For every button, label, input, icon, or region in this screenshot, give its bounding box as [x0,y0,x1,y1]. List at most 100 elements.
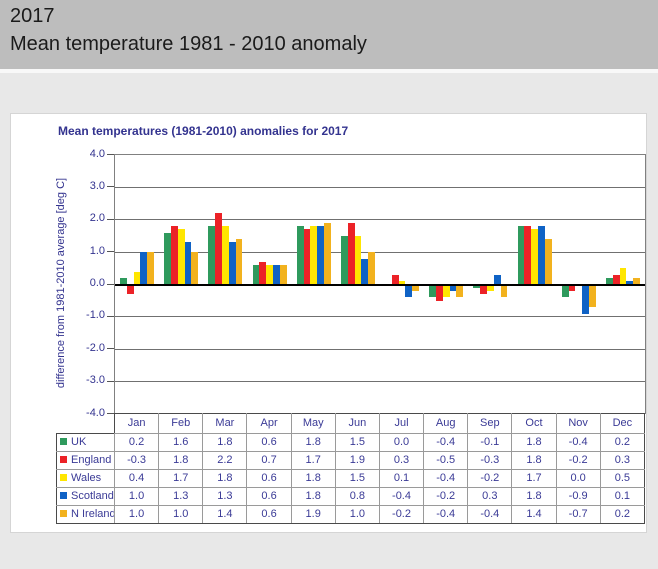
y-tick-label-3.0: 3.0 [89,179,105,192]
value-uk-aug: -0.4 [423,433,469,452]
month-header-aug: Aug [423,413,469,434]
value-n-ireland-aug: -0.4 [423,505,469,524]
value-wales-jan: 0.4 [113,469,160,488]
bar-uk-jun [340,235,348,285]
value-wales-jun: 1.5 [334,469,380,488]
bar-wales-jan [133,271,141,285]
legend-swatch-scotland [60,491,67,499]
value-wales-apr: 0.6 [246,469,292,488]
y-tick-mark--4.0 [107,413,114,414]
bar-england-jan [126,284,134,295]
value-wales-nov: 0.0 [555,469,601,488]
bar-scotland-nov [582,284,589,314]
gridline--3.0 [115,381,645,383]
value-uk-sep: -0.1 [467,433,513,452]
month-header-jul: Jul [378,413,425,434]
bar-england-oct [524,226,532,285]
value-scotland-oct: 1.8 [511,487,557,506]
gridline-2.0 [115,219,645,221]
value-scotland-jun: 0.8 [334,487,380,506]
legend-label-wales: Wales [56,469,115,488]
table-row-england: England -0.3 1.8 2.2 0.7 1.7 1.9 0.3 -0.5 -0.3 1.8… [56,451,646,470]
bar-wales-oct [531,229,538,285]
bar-scotland-jul [405,284,413,298]
y-tick-mark-2.0 [107,218,114,220]
legend-swatch-england [60,455,67,463]
bar-wales-dec [619,268,627,285]
y-tick-label-2.0: 2.0 [89,212,105,225]
bar-scotland-mar [228,242,236,285]
bar-scotland-oct [537,226,545,285]
value-wales-aug: -0.4 [423,469,469,488]
bar-scotland-dec [626,281,634,285]
value-n-ireland-feb: 1.0 [158,505,204,524]
bar-england-jul [391,274,399,285]
gridline--2.0 [115,348,645,350]
bar-scotland-may [317,226,324,285]
value-england-jan: -0.3 [113,451,160,470]
bar-wales-apr [266,265,273,285]
bar-wales-mar [222,226,229,285]
gridline-3.0 [115,186,645,188]
bar-n-ireland-mar [235,239,243,285]
month-header-apr: Apr [246,413,292,434]
month-header-dec: Dec [599,413,646,434]
value-wales-jul: 0.1 [378,469,425,488]
value-england-jun: 1.9 [334,451,380,470]
table-row-scotland: Scotland 1.0 1.3 1.3 0.6 1.8 0.8 -0.4 -0.2 0.3 1.8… [56,487,646,506]
bar-england-apr [259,261,267,285]
value-england-aug: -0.5 [423,451,469,470]
bar-scotland-jan [140,252,148,285]
table-row-n-ireland: N Ireland 1.0 1.0 1.4 0.6 1.9 1.0 -0.2 -0.4 -0.4 1… [56,505,646,524]
value-england-dec: 0.3 [599,451,646,470]
gridline--1.0 [115,316,645,318]
bar-england-jun [347,222,355,285]
month-header-mar: Mar [202,413,248,434]
value-scotland-feb: 1.3 [158,487,204,506]
value-n-ireland-mar: 1.4 [202,505,248,524]
bar-uk-feb [164,232,172,285]
bar-n-ireland-jul [412,284,420,291]
bar-wales-aug [442,284,450,298]
y-tick-mark-0.0 [107,283,114,285]
value-wales-dec: 0.5 [599,469,646,488]
zero-axis-line [115,283,645,286]
value-england-apr: 0.7 [246,451,292,470]
bar-england-aug [436,284,443,301]
value-england-may: 1.7 [290,451,336,470]
bar-n-ireland-sep [500,284,508,298]
bar-england-may [303,229,311,285]
value-england-oct: 1.8 [511,451,557,470]
value-n-ireland-jul: -0.2 [378,505,425,524]
page-header-band: 2017 Mean temperature 1981 - 2010 anomal… [0,0,658,73]
value-n-ireland-apr: 0.6 [246,505,292,524]
value-uk-jul: 0.0 [378,433,425,452]
value-uk-jan: 0.2 [113,433,160,452]
page-subtitle: Mean temperature 1981 - 2010 anomaly [10,33,367,55]
bar-wales-may [310,226,318,285]
y-tick-mark--3.0 [107,380,114,382]
bar-n-ireland-jan [147,252,155,285]
value-wales-oct: 1.7 [511,469,557,488]
bar-scotland-apr [272,265,280,285]
value-n-ireland-may: 1.9 [290,505,336,524]
value-scotland-aug: -0.2 [423,487,469,506]
table-header-row: Jan Feb Mar Apr May Jun Jul Aug Sep Oct Nov Dec [57,413,646,434]
bar-wales-jul [398,281,406,285]
value-uk-oct: 1.8 [511,433,557,452]
bar-uk-mar [208,226,216,285]
month-header-oct: Oct [511,413,557,434]
y-tick-label--1.0: -1.0 [86,309,105,322]
value-n-ireland-nov: -0.7 [555,505,601,524]
bar-uk-oct [517,226,525,285]
legend-label-uk: UK [56,433,115,452]
bar-uk-dec [605,278,613,285]
bar-n-ireland-jun [368,252,375,285]
value-wales-sep: -0.2 [467,469,513,488]
value-england-nov: -0.2 [555,451,601,470]
value-wales-may: 1.8 [290,469,336,488]
bar-uk-aug [429,284,437,298]
bar-england-feb [171,226,178,285]
month-header-nov: Nov [555,413,601,434]
value-uk-feb: 1.6 [158,433,204,452]
